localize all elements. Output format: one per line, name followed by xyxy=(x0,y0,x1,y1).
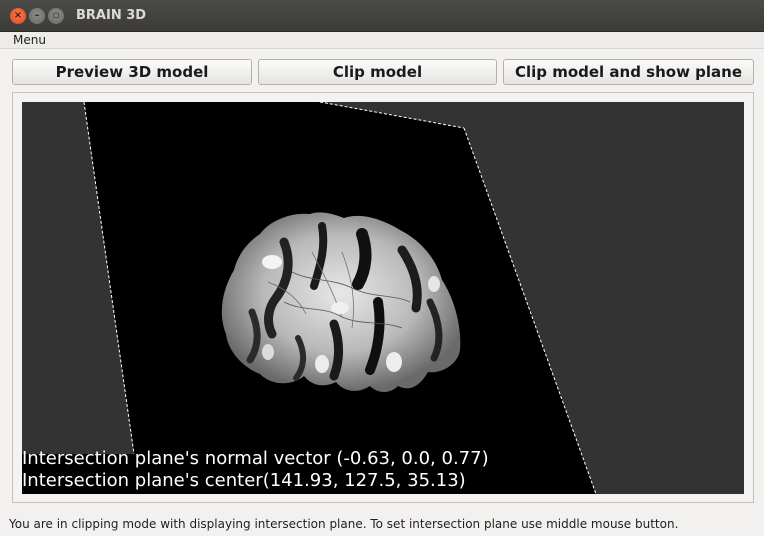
menu-item-menu[interactable]: Menu xyxy=(13,33,46,47)
normal-vector-readout: Intersection plane's normal vector (-0.6… xyxy=(22,448,489,469)
clip-model-button[interactable]: Clip model xyxy=(258,59,497,85)
menu-bar: Menu xyxy=(0,32,764,49)
minimize-icon[interactable]: – xyxy=(29,8,45,24)
plane-edge-left xyxy=(83,102,135,455)
title-bar: × – ▫ BRAIN 3D xyxy=(0,0,764,32)
plane-left-gap xyxy=(22,102,134,454)
preview-3d-model-button[interactable]: Preview 3D model xyxy=(12,59,252,85)
brain-model xyxy=(221,212,461,392)
status-text: You are in clipping mode with displaying… xyxy=(9,517,679,531)
window-title: BRAIN 3D xyxy=(76,8,147,23)
status-bar: You are in clipping mode with displaying… xyxy=(0,512,764,536)
3d-viewport[interactable]: Intersection plane's normal vector (-0.6… xyxy=(22,102,744,494)
maximize-icon[interactable]: ▫ xyxy=(48,8,64,24)
plane-edge-top xyxy=(319,102,465,129)
scene-svg xyxy=(22,102,597,494)
clip-model-show-plane-button[interactable]: Clip model and show plane xyxy=(503,59,754,85)
plane-center-readout: Intersection plane's center(141.93, 127.… xyxy=(22,470,466,491)
close-icon[interactable]: × xyxy=(10,8,26,24)
